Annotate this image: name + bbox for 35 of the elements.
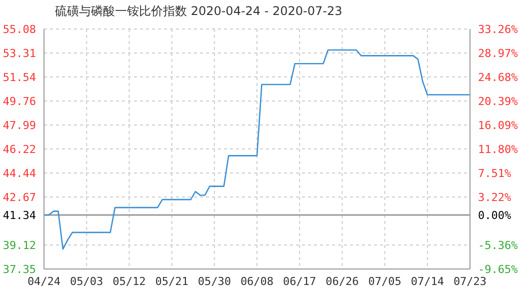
x-tick-label: 06/08 xyxy=(240,274,274,288)
y-tick-label: 47.99 xyxy=(2,118,36,132)
y-tick-label: 41.34 xyxy=(2,208,36,222)
y2-tick-label: -9.65% xyxy=(478,263,518,276)
x-tick-label: 05/03 xyxy=(70,274,104,288)
y2-tick-label: 3.22% xyxy=(478,191,512,204)
y2-tick-label: 24.68% xyxy=(478,70,518,84)
chart-title: 硫磺与磷酸一铵比价指数 2020-04-24 - 2020-07-23 xyxy=(55,3,342,20)
y-tick-label: 37.35 xyxy=(2,263,36,276)
y2-tick-label: 28.97% xyxy=(478,46,518,60)
y-tick-label: 42.67 xyxy=(2,190,36,204)
x-tick-label: 07/23 xyxy=(453,274,487,288)
x-tick-label: 05/12 xyxy=(112,274,146,288)
y2-tick-label: 33.26% xyxy=(478,23,518,36)
y-tick-label: 46.22 xyxy=(2,142,36,156)
x-tick-label: 07/14 xyxy=(410,274,444,288)
y2-tick-label: -5.36% xyxy=(478,239,518,252)
y-tick-label: 49.76 xyxy=(2,95,36,108)
y2-tick-label: 16.09% xyxy=(478,119,518,132)
y-tick-label: 39.12 xyxy=(2,239,36,252)
y-tick-label: 44.44 xyxy=(2,167,36,180)
x-tick-label: 06/17 xyxy=(283,274,316,288)
x-tick-label: 07/05 xyxy=(368,274,402,288)
y2-tick-label: 20.39% xyxy=(478,94,518,108)
x-tick-label: 05/30 xyxy=(198,274,231,288)
x-tick-label: 04/24 xyxy=(27,274,61,288)
line-series xyxy=(44,49,470,250)
x-tick-label: 06/26 xyxy=(326,274,359,288)
y2-tick-label: 0.00% xyxy=(478,209,512,222)
x-tick-label: 05/21 xyxy=(155,274,188,288)
y-tick-label: 53.31 xyxy=(2,46,36,60)
y2-tick-label: 7.51% xyxy=(478,167,512,180)
y-tick-label: 51.54 xyxy=(2,70,36,84)
y2-tick-label: 11.80% xyxy=(478,143,518,156)
y-tick-label: 55.08 xyxy=(2,23,36,36)
